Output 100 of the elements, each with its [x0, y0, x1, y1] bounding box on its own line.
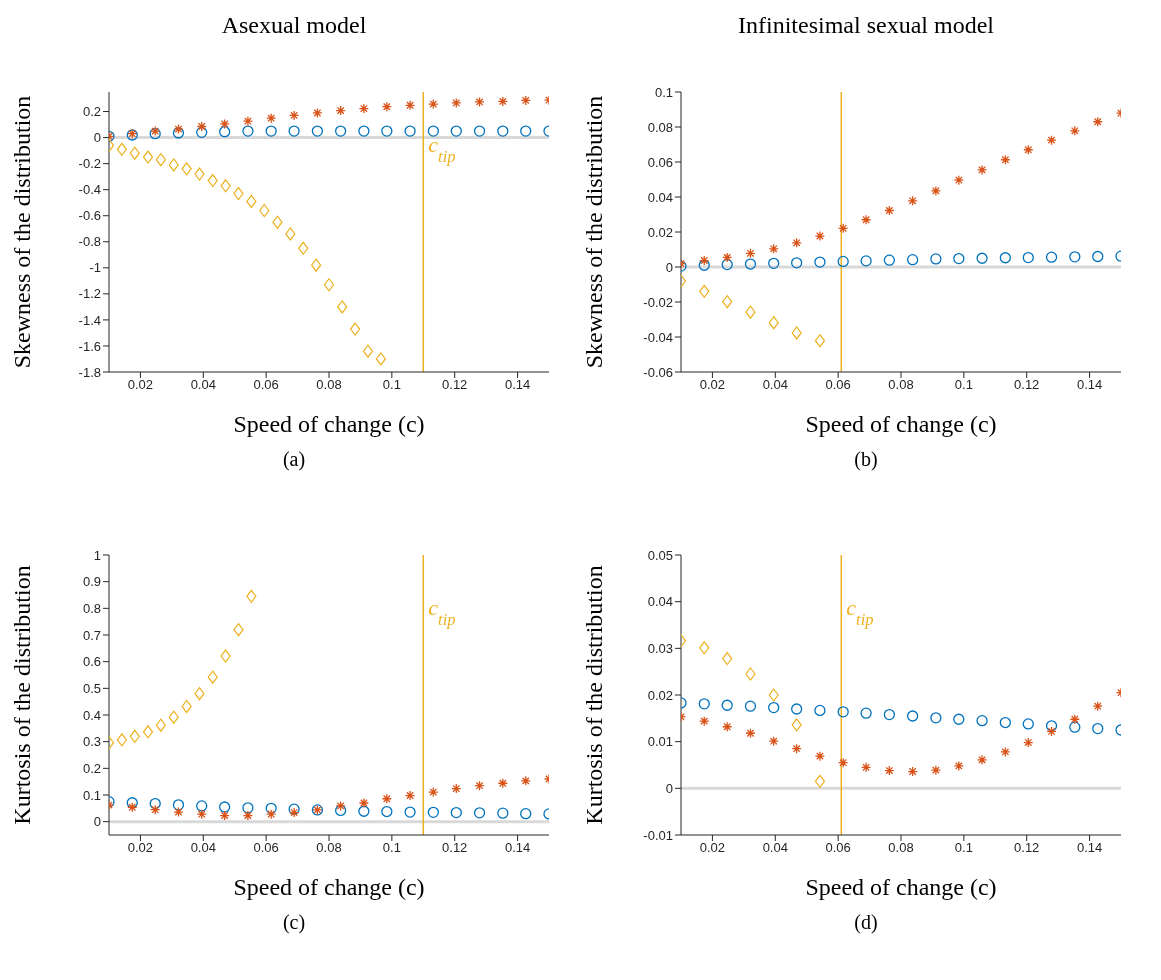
point — [155, 153, 166, 167]
x-axis-title: Speed of change (c) — [233, 411, 425, 437]
point — [930, 712, 942, 724]
y-tick-label: -0.06 — [643, 364, 673, 380]
point — [334, 125, 347, 137]
point — [791, 718, 802, 732]
point — [814, 230, 826, 242]
point — [883, 254, 896, 266]
point — [242, 802, 254, 814]
point — [722, 295, 733, 309]
point — [1045, 251, 1058, 263]
point — [953, 713, 965, 725]
y-tick-label: 0.02 — [647, 224, 673, 240]
point — [116, 142, 127, 156]
ref-line-label: c$_{tip}$ — [428, 595, 456, 629]
point — [884, 205, 895, 216]
y-tick-label: -0.02 — [643, 294, 673, 310]
x-tick-label: 0.14 — [504, 840, 531, 856]
y-tick-label: 0 — [93, 814, 101, 830]
x-tick-label: 0.08 — [316, 377, 342, 393]
point — [427, 806, 439, 818]
point — [219, 801, 231, 813]
point — [349, 322, 361, 336]
point — [814, 774, 826, 788]
point — [883, 708, 896, 721]
point — [220, 179, 231, 193]
y-tick-label: -0.8 — [78, 234, 101, 250]
point — [860, 255, 872, 267]
x-tick-label: 0.04 — [190, 377, 216, 393]
point — [207, 173, 218, 188]
y-tick-label: 1 — [93, 547, 101, 563]
point — [196, 800, 208, 812]
point — [744, 258, 757, 270]
point — [791, 257, 803, 269]
point — [1069, 251, 1081, 263]
point — [698, 698, 710, 710]
y-tick-label: 0.7 — [82, 627, 101, 643]
point — [699, 641, 710, 655]
point — [1092, 722, 1104, 735]
point — [791, 703, 803, 715]
point — [722, 652, 733, 666]
point — [173, 123, 184, 135]
point — [860, 762, 872, 773]
point — [334, 804, 347, 817]
point — [744, 700, 757, 712]
point — [220, 649, 231, 663]
point — [450, 806, 462, 819]
point — [953, 175, 964, 186]
point — [288, 125, 300, 137]
point — [242, 116, 254, 127]
y-tick-label: -0.01 — [643, 827, 673, 843]
point — [474, 780, 485, 791]
x-tick-label: 0.04 — [762, 377, 788, 393]
chart-title: Asexual model — [221, 12, 367, 38]
point — [473, 807, 486, 819]
point — [288, 110, 300, 121]
point — [722, 252, 733, 263]
point — [814, 750, 826, 762]
point — [219, 810, 230, 821]
point — [953, 760, 964, 772]
x-axis-title: Speed of change (c) — [805, 411, 997, 437]
point — [194, 687, 205, 701]
point — [358, 805, 370, 817]
y-tick-label: 0.1 — [82, 787, 101, 803]
point — [497, 778, 508, 789]
point — [196, 126, 208, 139]
point — [233, 186, 244, 201]
point — [150, 804, 161, 815]
point — [907, 195, 918, 206]
x-axis-title: Speed of change (c) — [233, 874, 425, 900]
point — [233, 623, 244, 637]
x-tick-label: 0.08 — [316, 840, 342, 856]
point — [155, 718, 166, 732]
x-tick-label: 0.08 — [888, 840, 914, 856]
point — [219, 126, 231, 138]
point — [906, 254, 919, 266]
x-tick-label: 0.02 — [127, 377, 154, 393]
point — [311, 258, 322, 272]
point — [207, 670, 218, 684]
point — [404, 806, 416, 818]
point — [116, 733, 127, 747]
point — [520, 775, 531, 787]
y-tick-label: -1 — [89, 260, 101, 276]
point — [838, 223, 849, 234]
text: (d) — [854, 911, 878, 934]
point — [930, 185, 942, 197]
point — [312, 107, 323, 119]
point — [450, 125, 462, 137]
y-tick-label: -1.8 — [78, 364, 101, 380]
point — [1023, 737, 1034, 748]
y-tick-label: -0.04 — [643, 329, 673, 345]
point — [497, 807, 509, 819]
x-tick-label: 0.12 — [1014, 840, 1040, 856]
point — [265, 125, 277, 137]
y-tick-label: 0.2 — [82, 760, 101, 776]
ref-line-label: c$_{tip}$ — [428, 132, 456, 166]
y-tick-label: -1.4 — [78, 312, 101, 328]
y-tick-label: -1.2 — [78, 286, 101, 302]
point — [976, 754, 988, 766]
point — [335, 105, 346, 116]
